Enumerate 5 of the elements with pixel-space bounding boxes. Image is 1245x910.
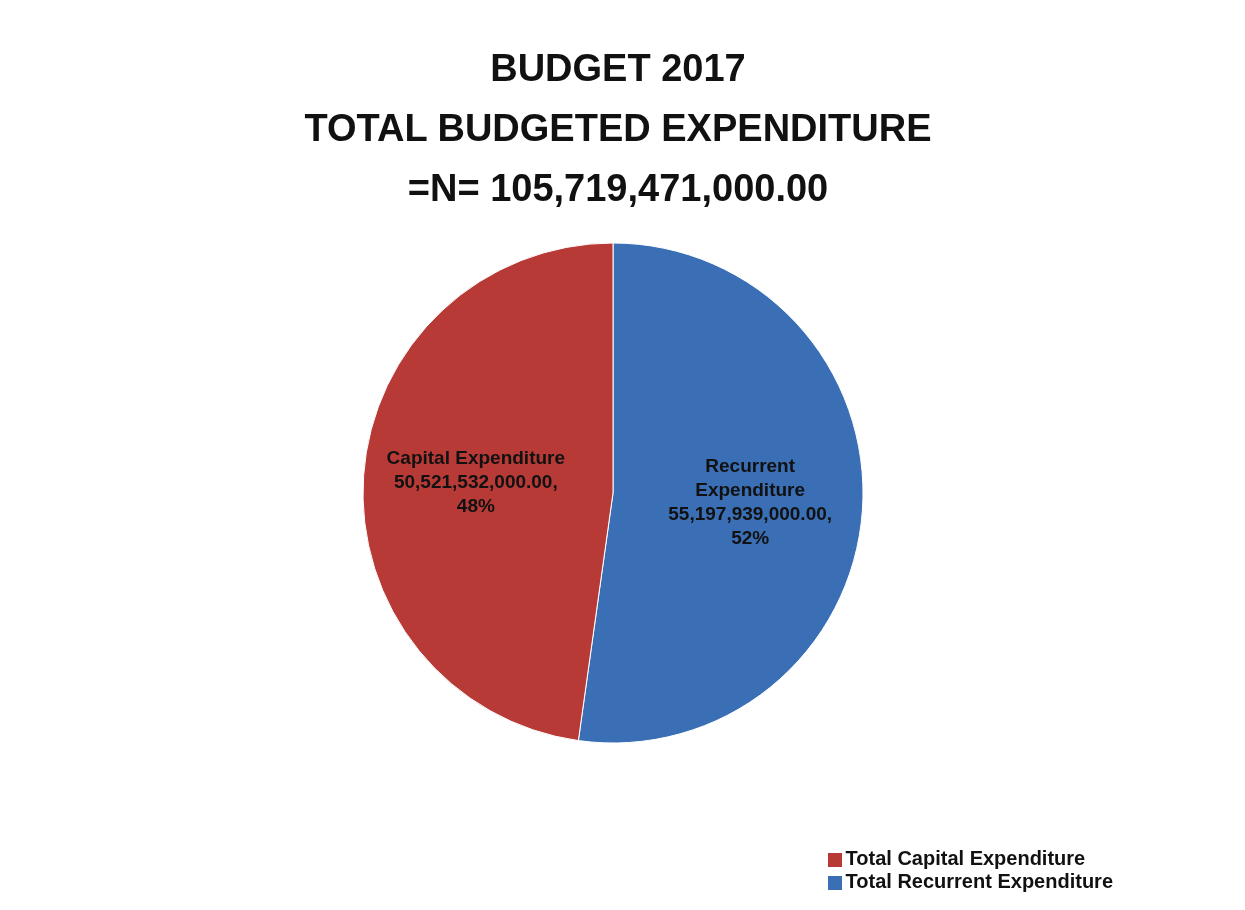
legend-label: Total Recurrent Expenditure — [845, 870, 1113, 892]
data-label: Capital Expenditure 50,521,532,000.00, 48% — [386, 447, 566, 517]
chart-title: BUDGET 2017 TOTAL BUDGETED EXPENDITURE =N= 105,719,471,000.00 — [303, 46, 933, 211]
legend-label: Total Capital Expenditure — [845, 847, 1086, 869]
data-label: Recurrent Expenditure 55,197,939,000.00, 52% — [668, 454, 833, 548]
